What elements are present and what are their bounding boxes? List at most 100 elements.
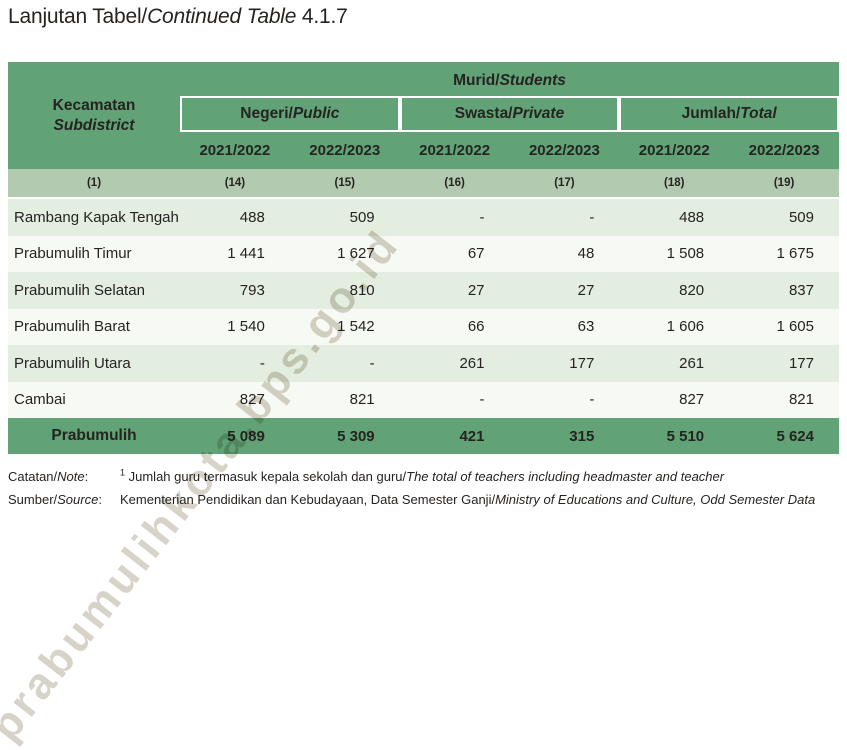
cell-value: 827 [180,381,290,418]
table-footnotes: Catatan/Note: 1 Jumlah guru termasuk kep… [8,465,839,511]
cell-value: 821 [729,381,839,418]
cell-value: 810 [289,272,400,309]
cell-value: 177 [509,345,620,382]
cell-value: 1 605 [729,308,839,345]
cell-value: 821 [289,381,400,418]
students-label-id: Murid/ [453,72,500,89]
cell-value: 27 [399,272,510,309]
year-header: 2021/2022 [399,132,510,169]
stub-label-en: Subdistrict [53,116,135,134]
row-label: Rambang Kapak Tengah [8,199,180,236]
note-label-en: Note [57,469,85,484]
private-label-id: Swasta/ [454,105,513,122]
cell-value: 1 542 [289,308,400,345]
source-text: Kementerian Pendidikan dan Kebudayaan, D… [120,488,815,511]
year-header: 2022/2023 [729,132,839,169]
note-superscript: 1 [120,467,126,478]
cell-value: - [289,345,400,382]
row-label: Prabumulih Timur [8,235,180,272]
row-label: Prabumulih Utara [8,345,180,382]
total-row-label: Prabumulih [8,418,180,454]
total-cell-value: 5 510 [619,418,730,454]
source-text-id: Kementerian Pendidikan dan Kebudayaan, D… [120,492,496,507]
cell-value: - [399,199,510,236]
cell-value: 1 627 [289,235,400,272]
cell-value: 66 [399,308,510,345]
cell-value: 261 [619,345,730,382]
title-table-number: 4.1.7 [296,5,348,28]
cell-value: 509 [289,199,400,236]
column-group-students: Murid/Students [180,62,839,96]
note-label-id: Catatan/ [8,469,58,484]
source-label: Sumber/Source: [8,488,120,511]
cell-value: 1 508 [619,235,730,272]
cell-value: 63 [509,308,620,345]
total-cell-value: 5 089 [180,418,290,454]
year-header: 2021/2022 [619,132,730,169]
column-header-subdistrict: Kecamatan Subdistrict [8,62,180,169]
cell-value: 1 606 [619,308,730,345]
source-text-en: Ministry of Educations and Culture, Odd … [495,492,816,507]
total-cell-value: 421 [399,418,510,454]
note-label: Catatan/Note: [8,465,120,488]
cell-value: 488 [619,199,730,236]
note-text: 1 Jumlah guru termasuk kepala sekolah da… [120,465,724,488]
total-label-id: Jumlah/ [681,105,741,122]
note-line: Catatan/Note: 1 Jumlah guru termasuk kep… [8,465,839,488]
public-label-id: Negeri/ [240,105,293,122]
row-label: Prabumulih Selatan [8,272,180,309]
row-label: Cambai [8,381,180,418]
column-group-public: Negeri/Public [182,96,398,132]
total-cell-value: 315 [509,418,620,454]
title-english: Continued Table [147,5,297,28]
cell-value: - [509,381,620,418]
stub-label-id: Kecamatan [52,97,136,115]
total-cell-value: 5 309 [289,418,400,454]
column-number: (15) [289,169,400,199]
cell-value: 837 [729,272,839,309]
source-label-en: Source [57,492,99,507]
title-indonesian: Lanjutan Tabel/ [8,5,148,28]
source-colon: : [98,492,102,507]
students-table: Kecamatan Subdistrict Murid/Students Neg… [8,62,839,454]
source-label-id: Sumber/ [8,492,58,507]
column-number: (16) [399,169,510,199]
column-number: (18) [619,169,730,199]
cell-value: 261 [399,345,510,382]
cell-value: 509 [729,199,839,236]
cell-value: 827 [619,381,730,418]
cell-value: 48 [509,235,620,272]
cell-value: 67 [399,235,510,272]
cell-value: - [180,345,290,382]
year-header: 2022/2023 [509,132,620,169]
cell-value: - [399,381,510,418]
row-label: Prabumulih Barat [8,308,180,345]
cell-value: 177 [729,345,839,382]
column-number: (14) [180,169,290,199]
note-colon: : [84,469,89,484]
cell-value: - [509,199,620,236]
cell-value: 793 [180,272,290,309]
column-number: (17) [509,169,620,199]
cell-value: 1 441 [180,235,290,272]
cell-value: 1 675 [729,235,839,272]
note-text-id: Jumlah guru termasuk kepala sekolah dan … [125,469,407,484]
cell-value: 27 [509,272,620,309]
private-label-en: Private [512,105,565,122]
cell-value: 1 540 [180,308,290,345]
year-header: 2022/2023 [289,132,400,169]
total-label-en: Total [740,105,777,122]
public-label-en: Public [292,105,340,122]
cell-value: 488 [180,199,290,236]
column-number: (19) [729,169,839,199]
note-text-en: The total of teachers including headmast… [406,469,725,484]
cell-value: 820 [619,272,730,309]
students-label-en: Students [499,72,566,89]
page-title: Lanjutan Tabel/Continued Table 4.1.7 [8,5,348,29]
total-cell-value: 5 624 [729,418,839,454]
year-header: 2021/2022 [180,132,290,169]
column-number: (1) [8,169,180,199]
source-line: Sumber/Source: Kementerian Pendidikan da… [8,488,839,511]
column-group-total: Jumlah/Total [621,96,837,132]
column-group-private: Swasta/Private [401,96,618,132]
